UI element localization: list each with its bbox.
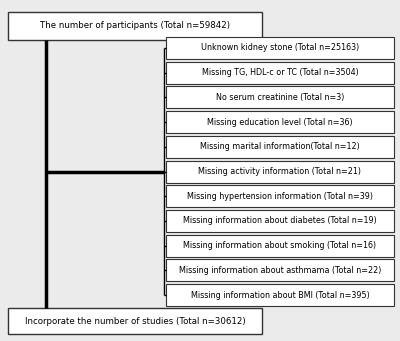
Bar — [166, 210, 394, 232]
Bar — [166, 37, 394, 59]
Bar — [8, 308, 262, 334]
Text: Incorporate the number of studies (Total n=30612): Incorporate the number of studies (Total… — [25, 316, 245, 326]
Bar — [166, 235, 394, 256]
Text: The number of participants (Total n=59842): The number of participants (Total n=5984… — [40, 21, 230, 30]
Bar — [8, 12, 262, 40]
Text: Unknown kidney stone (Total n=25163): Unknown kidney stone (Total n=25163) — [201, 44, 359, 53]
Text: Missing hypertension information (Total n=39): Missing hypertension information (Total … — [187, 192, 373, 201]
Text: Missing information about asthmama (Total n=22): Missing information about asthmama (Tota… — [179, 266, 381, 275]
Bar — [166, 185, 394, 207]
Text: Missing information about smoking (Total n=16): Missing information about smoking (Total… — [184, 241, 376, 250]
Bar — [166, 111, 394, 133]
Bar — [166, 161, 394, 182]
Bar — [166, 259, 394, 281]
Bar — [166, 284, 394, 306]
Text: No serum creatinine (Total n=3): No serum creatinine (Total n=3) — [216, 93, 344, 102]
Bar — [166, 136, 394, 158]
Text: Missing marital information(Total n=12): Missing marital information(Total n=12) — [200, 142, 360, 151]
Text: Missing activity information (Total n=21): Missing activity information (Total n=21… — [198, 167, 362, 176]
Text: Missing information about diabetes (Total n=19): Missing information about diabetes (Tota… — [183, 217, 377, 225]
Text: Missing information about BMI (Total n=395): Missing information about BMI (Total n=3… — [191, 291, 369, 299]
Bar — [166, 86, 394, 108]
Bar — [166, 62, 394, 84]
Text: Missing TG, HDL-c or TC (Total n=3504): Missing TG, HDL-c or TC (Total n=3504) — [202, 68, 358, 77]
Text: Missing education level (Total n=36): Missing education level (Total n=36) — [207, 118, 353, 127]
